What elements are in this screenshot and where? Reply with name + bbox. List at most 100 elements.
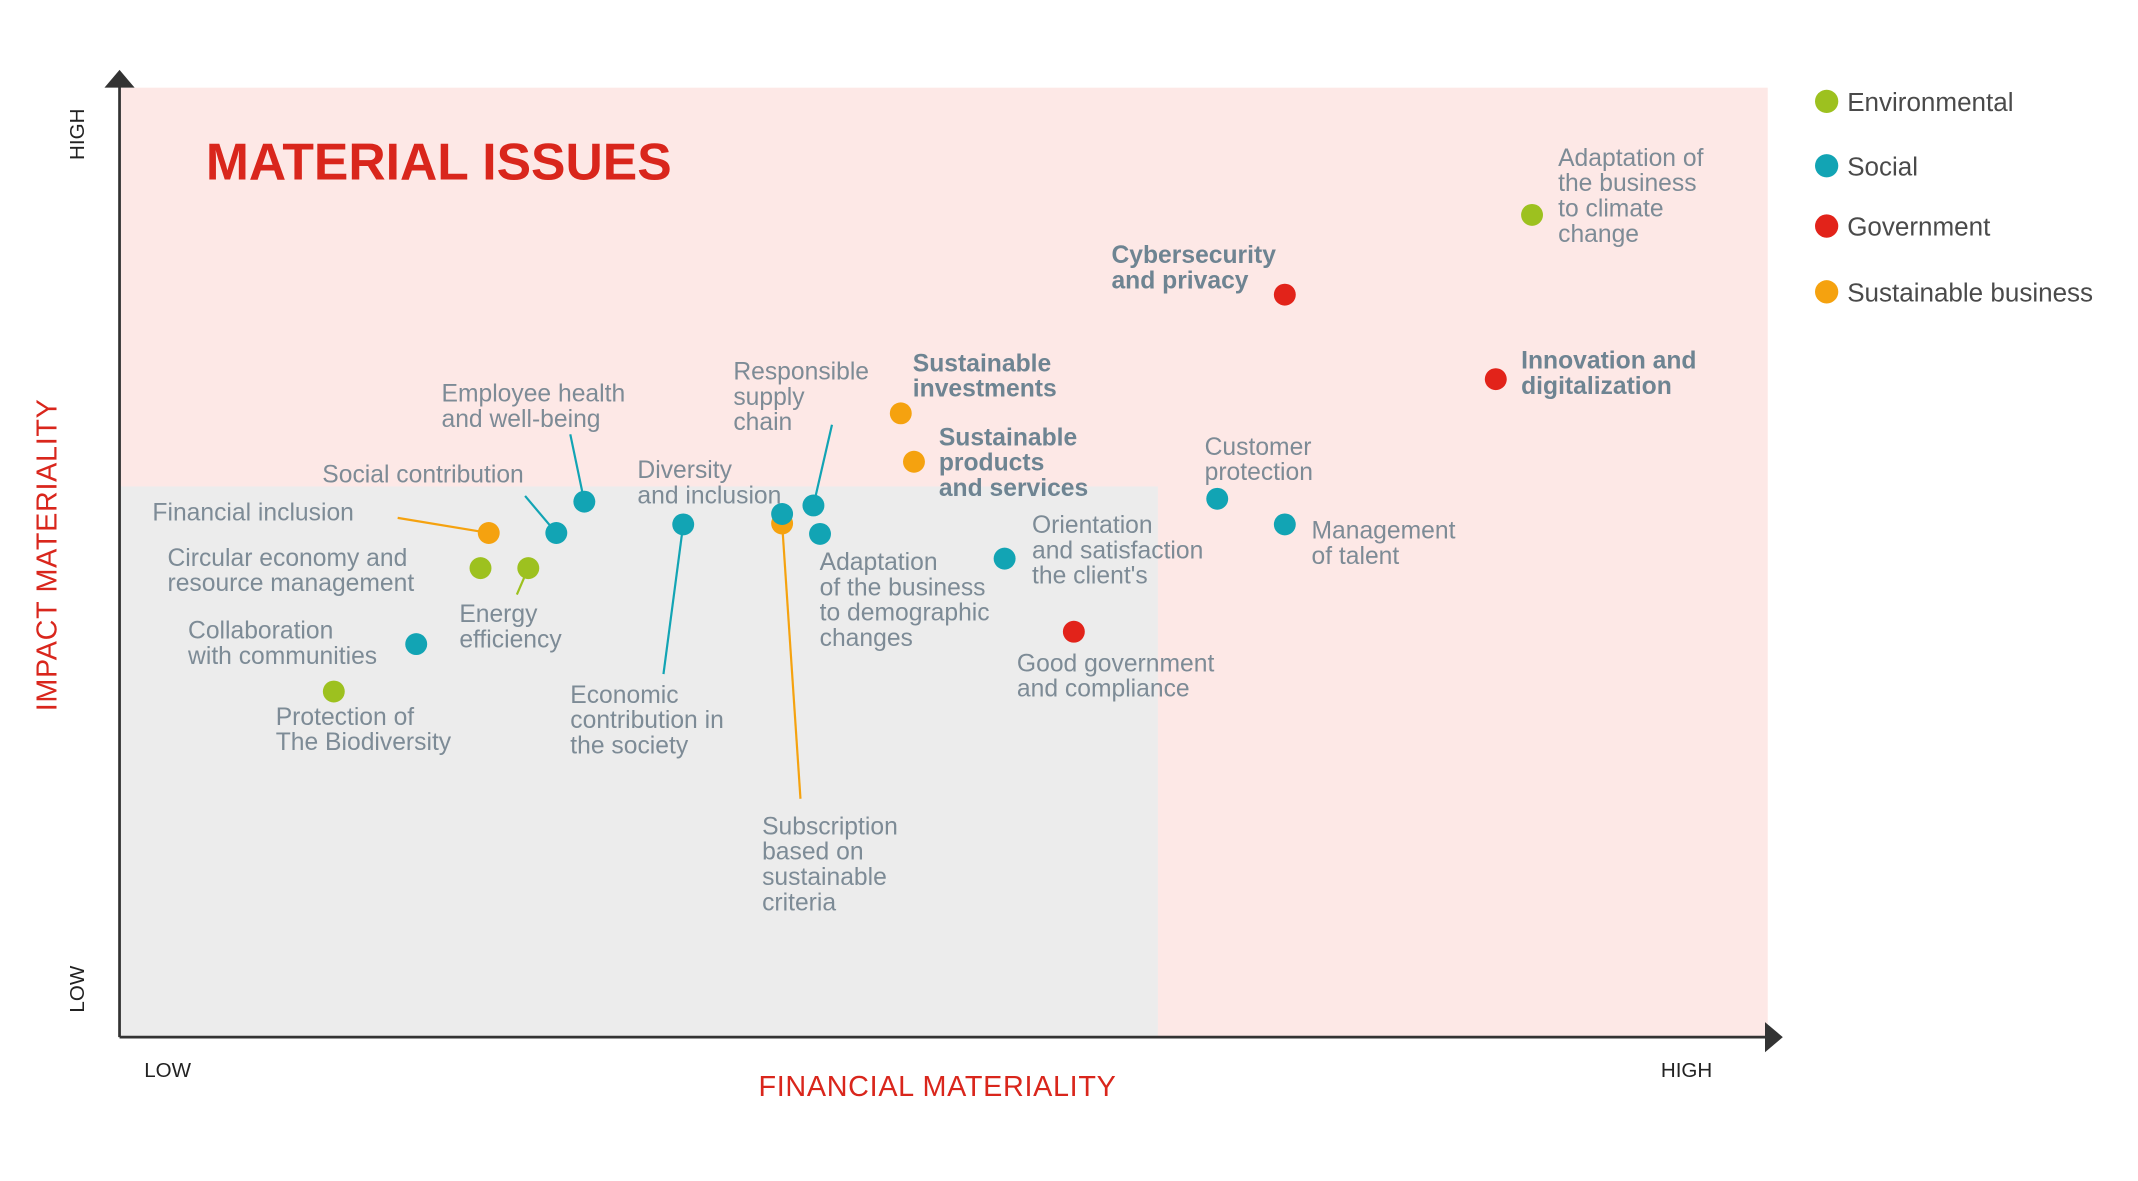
leader-lines: [397, 424, 834, 799]
legend-label: Environmental: [1847, 87, 2013, 117]
point-label-line: criteria: [762, 889, 836, 916]
point-label-line: Economic: [570, 682, 678, 709]
point-label-line: change: [1558, 221, 1639, 248]
legend-label: Government: [1847, 212, 1991, 242]
legend-item-gov: Government: [1815, 212, 1991, 242]
data-point-soc: [993, 547, 1016, 570]
point-labels: Adaptation of the business to climate chang…: [152, 145, 1703, 917]
point-label: Sustainable investments: [913, 350, 1057, 402]
data-point-soc: [802, 494, 825, 517]
data-point-env: [1521, 203, 1544, 226]
point-label-line: Social contribution: [322, 461, 523, 488]
legend-marker-icon: [1815, 154, 1839, 178]
y-axis-arrow-icon: [104, 69, 135, 88]
x-axis-arrow-icon: [1764, 1022, 1783, 1053]
legend-marker-icon: [1815, 89, 1839, 114]
point-label: Good government and compliance: [1017, 650, 1215, 702]
x-axis-title: FINANCIAL MATERIALITY: [758, 1071, 1116, 1103]
point-label-line: products: [939, 450, 1044, 477]
x-tick-low: LOW: [144, 1059, 191, 1082]
point-label-line: with communities: [187, 643, 377, 670]
leader-line: [569, 434, 586, 502]
point-label-line: Financial inclusion: [152, 500, 353, 527]
point-label-line: The Biodiversity: [276, 729, 452, 756]
point-label: Adaptation of the business to demographic c…: [820, 549, 990, 652]
chart-title: MATERIAL ISSUES: [206, 133, 672, 191]
point-label-line: contribution in: [570, 707, 724, 734]
point-label: Energy efficiency: [459, 601, 562, 653]
point-label: Responsible supply chain: [733, 359, 869, 437]
point-label-line: and inclusion: [637, 483, 781, 510]
point-label: Social contribution: [322, 461, 523, 488]
point-label-line: the client's: [1032, 563, 1148, 590]
point-label-line: Subscription: [762, 813, 898, 840]
point-label-line: Customer: [1205, 434, 1312, 461]
axes: HIGH LOW LOW HIGH IMPACT MATERIALITY FIN…: [32, 69, 1783, 1103]
data-point-sb: [477, 522, 500, 544]
plot-background: [119, 87, 1768, 1038]
point-label-line: Sustainable: [913, 350, 1051, 377]
point-label-line: efficiency: [459, 626, 562, 653]
data-point-env: [469, 557, 492, 580]
data-point-env: [322, 680, 345, 703]
point-label-line: resource management: [167, 570, 414, 597]
leader-line: [781, 523, 802, 799]
data-point-env: [517, 557, 540, 580]
point-label: Innovation and digitalization: [1521, 348, 1696, 400]
y-axis-title: IMPACT MATERIALITY: [32, 398, 64, 711]
point-label-line: Employee health: [442, 380, 626, 407]
legend-item-sb: Sustainable business: [1815, 277, 2093, 307]
point-label: Employee health and well-being: [442, 380, 626, 432]
point-label-line: Diversity: [637, 457, 732, 484]
low-materiality-region: [119, 486, 1158, 1038]
data-point-soc: [405, 633, 428, 656]
point-label: Orientation and satisfaction the client's: [1032, 512, 1203, 590]
data-point-soc: [809, 522, 831, 545]
x-tick-high: HIGH: [1661, 1059, 1712, 1082]
data-points: [322, 203, 1544, 703]
data-point-gov: [1484, 368, 1507, 391]
legend-marker-icon: [1815, 280, 1839, 304]
legend-label: Social: [1847, 151, 1918, 181]
point-label-line: and privacy: [1111, 267, 1248, 294]
leader-line: [662, 524, 685, 675]
point-label: Management of talent: [1312, 517, 1456, 569]
point-label-line: Protection of: [276, 704, 415, 731]
leader-line: [812, 424, 834, 506]
point-label: Protection of The Biodiversity: [276, 704, 452, 756]
data-point-soc: [573, 490, 596, 513]
data-point-soc: [545, 522, 568, 544]
point-label: Diversity and inclusion: [637, 457, 781, 509]
point-label-line: and services: [939, 475, 1088, 502]
point-label: Adaptation of the business to climate chang…: [1558, 145, 1703, 248]
point-label: Customer protection: [1205, 434, 1313, 486]
legend-item-env: Environmental: [1815, 87, 2013, 117]
point-label-line: Innovation and: [1521, 348, 1696, 375]
point-label: Circular economy and resource management: [167, 545, 414, 597]
y-tick-high: HIGH: [66, 109, 89, 160]
point-label-line: Cybersecurity: [1111, 242, 1276, 269]
point-label-line: Circular economy and: [167, 545, 407, 572]
point-label-line: Collaboration: [188, 617, 333, 644]
point-label-line: the society: [570, 733, 689, 760]
point-label-line: changes: [820, 625, 913, 652]
data-point-sb: [903, 450, 925, 473]
point-label: Collaboration with communities: [187, 617, 377, 669]
point-label-line: supply: [733, 384, 805, 411]
point-label-line: to demographic: [820, 600, 990, 627]
point-label-line: of the business: [820, 574, 986, 601]
point-label-line: investments: [913, 376, 1057, 403]
point-label-line: digitalization: [1521, 373, 1672, 400]
data-point-soc: [672, 513, 695, 536]
point-label-line: protection: [1205, 459, 1313, 486]
data-point-soc: [1273, 513, 1296, 536]
point-label-line: Management: [1312, 517, 1456, 544]
point-label-line: Adaptation: [820, 549, 938, 576]
point-label-line: based on: [762, 839, 863, 866]
point-label-line: and well-being: [442, 406, 601, 433]
point-label-line: to climate: [1558, 195, 1664, 222]
point-label-line: sustainable: [762, 864, 887, 891]
point-label: Sustainable products and services: [939, 424, 1088, 502]
legend-label: Sustainable business: [1847, 277, 2093, 307]
